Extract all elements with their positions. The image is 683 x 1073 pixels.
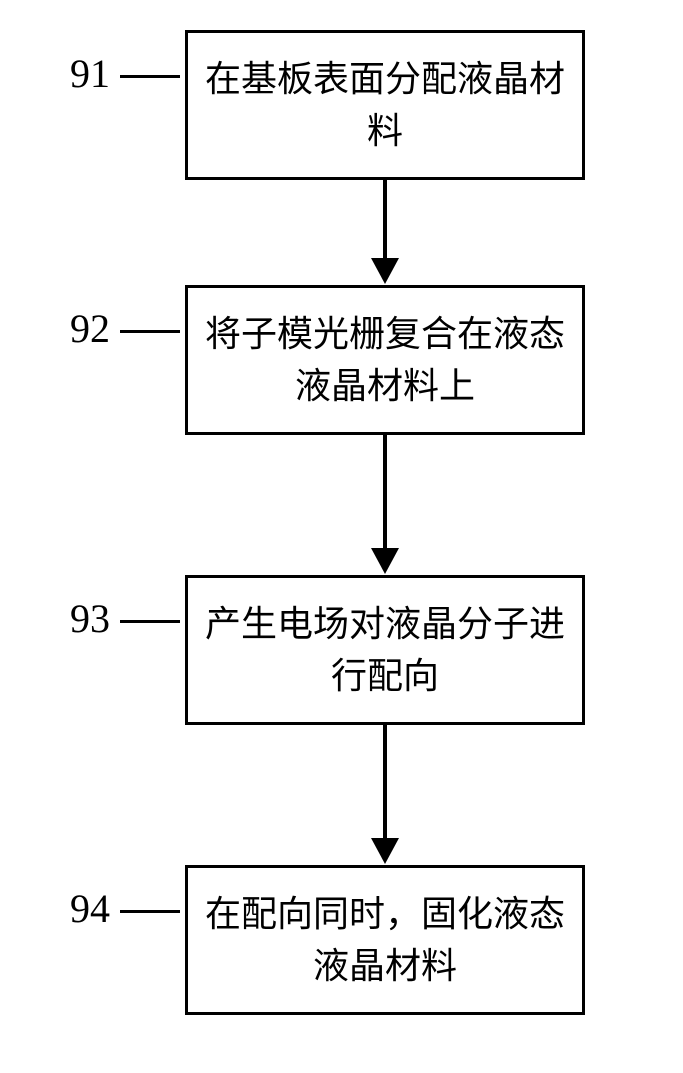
flow-arrow-head	[371, 838, 399, 864]
label-connector	[120, 620, 180, 623]
flow-step-label: 91	[70, 50, 110, 97]
flow-arrow-head	[371, 258, 399, 284]
label-connector	[120, 910, 180, 913]
flow-step-text: 在配向同时，固化液态液晶材料	[188, 888, 582, 992]
flow-step-label: 94	[70, 885, 110, 932]
flow-step-box: 在基板表面分配液晶材料	[185, 30, 585, 180]
flow-step-text: 在基板表面分配液晶材料	[188, 53, 582, 157]
flow-step-label: 93	[70, 595, 110, 642]
flow-arrow-head	[371, 548, 399, 574]
flow-step-text: 产生电场对液晶分子进行配向	[188, 598, 582, 702]
flow-arrow-line	[383, 435, 387, 550]
label-connector	[120, 75, 180, 78]
flow-step-box: 产生电场对液晶分子进行配向	[185, 575, 585, 725]
flow-arrow-line	[383, 180, 387, 260]
flow-arrow-line	[383, 725, 387, 840]
label-connector	[120, 330, 180, 333]
flow-step-box: 在配向同时，固化液态液晶材料	[185, 865, 585, 1015]
flow-step-text: 将子模光栅复合在液态液晶材料上	[188, 308, 582, 412]
flow-step-label: 92	[70, 305, 110, 352]
flow-step-box: 将子模光栅复合在液态液晶材料上	[185, 285, 585, 435]
